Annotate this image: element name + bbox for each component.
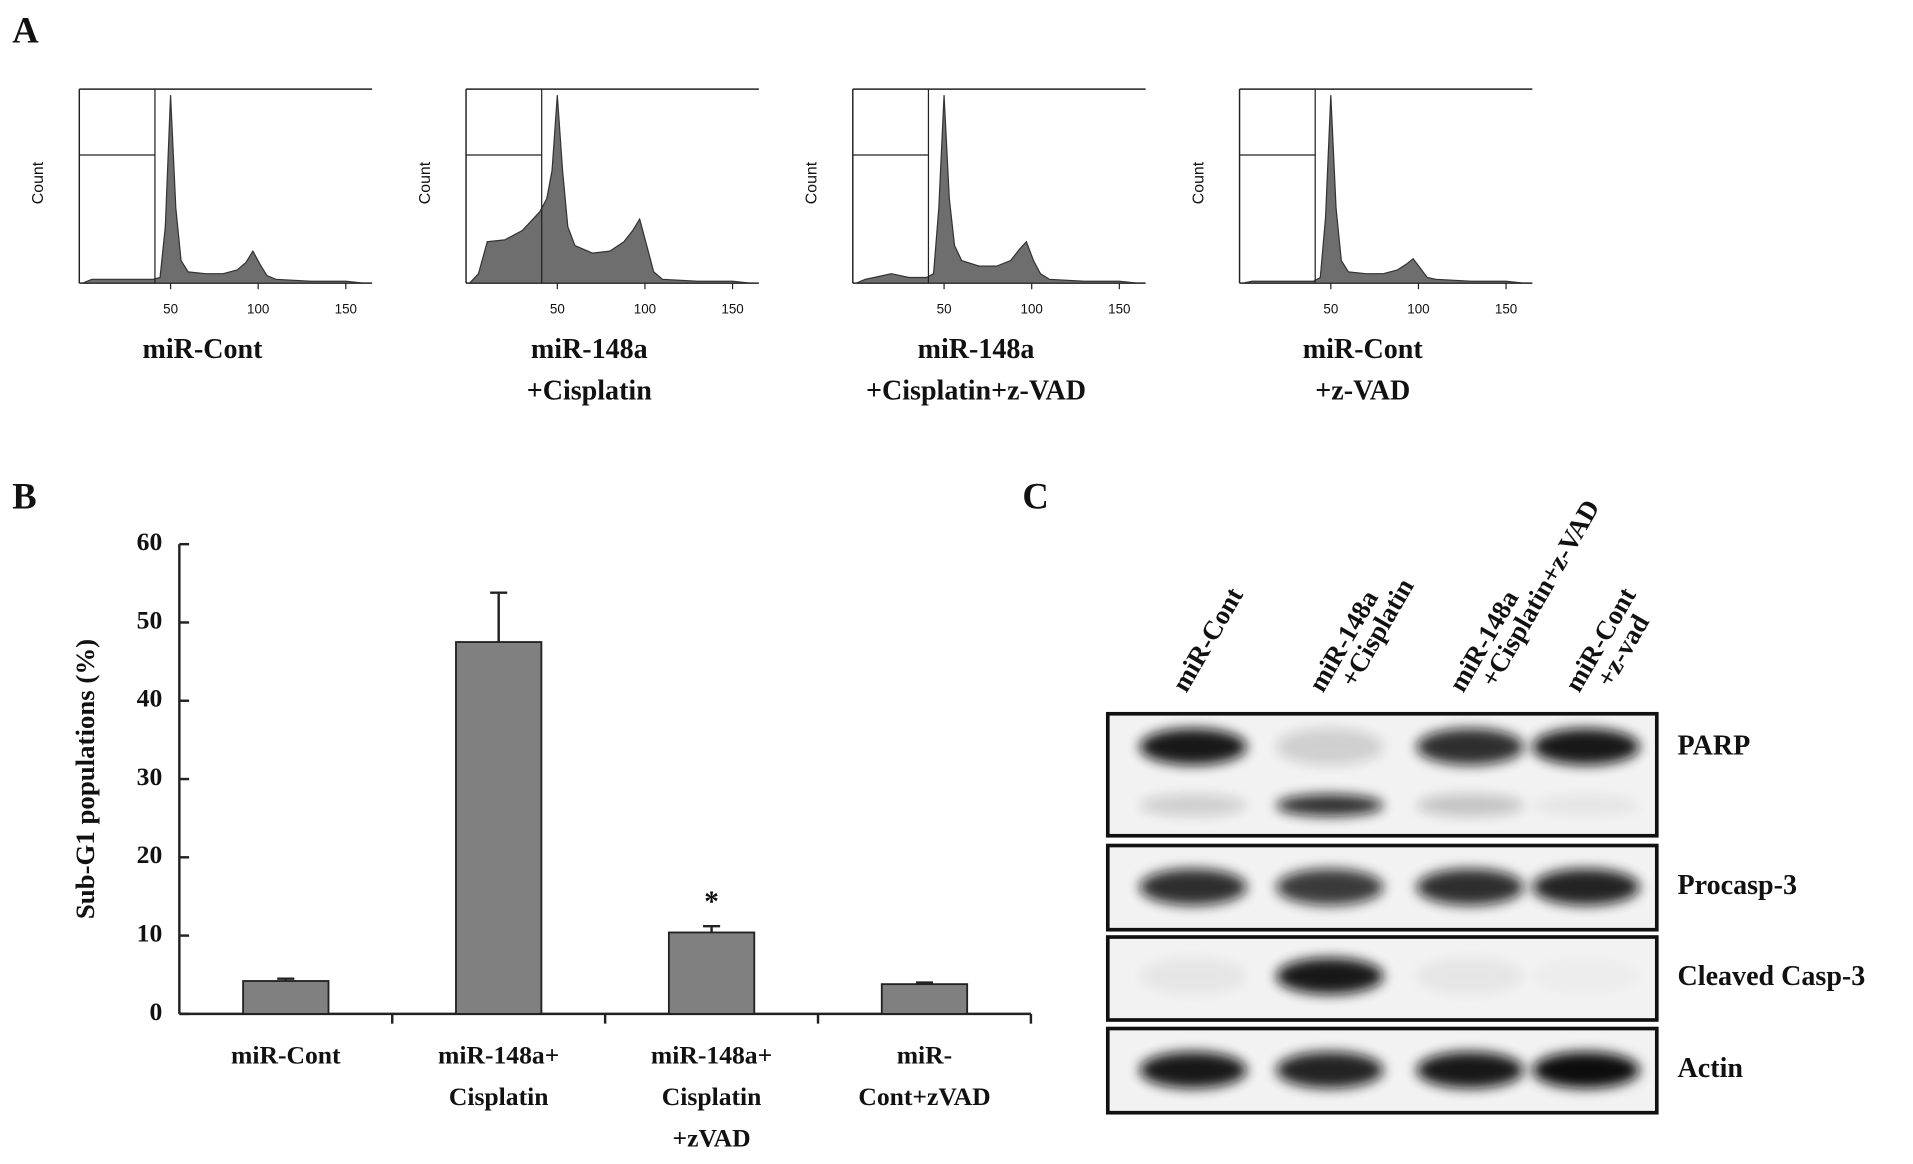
- histogram-area: [82, 95, 364, 284]
- band: [1139, 794, 1247, 817]
- x-tick-label: miR-: [897, 1041, 952, 1070]
- error-bar: [277, 977, 295, 982]
- y-tick-label: 0: [149, 997, 162, 1026]
- y-axis-label: Count: [417, 161, 434, 204]
- band: [1139, 728, 1247, 766]
- band: [1276, 794, 1384, 817]
- x-tick-label: 100: [1021, 301, 1043, 316]
- band: [1532, 1051, 1640, 1089]
- band: [1416, 1051, 1524, 1089]
- y-tick-label: 10: [137, 918, 163, 947]
- band: [1416, 728, 1524, 766]
- error-bar: [490, 591, 508, 643]
- bar: [880, 983, 969, 1015]
- y-tick-label: 20: [137, 840, 163, 869]
- band: [1416, 868, 1524, 906]
- band: [1416, 794, 1524, 817]
- y-tick-label: 50: [137, 605, 163, 634]
- x-tick-label: 150: [335, 301, 357, 316]
- caption: +Cisplatin+z-VAD: [866, 375, 1086, 406]
- x-tick-label: miR-148a+: [651, 1041, 772, 1070]
- lane-label: miR-Cont: [1166, 582, 1249, 696]
- y-tick-label: 60: [137, 527, 163, 556]
- y-axis-label: Count: [30, 161, 47, 204]
- x-tick-label: miR-Cont: [231, 1041, 341, 1070]
- x-tick-label: 150: [721, 301, 743, 316]
- row-label: Cleaved Casp-3: [1678, 961, 1866, 992]
- x-tick-label: 150: [1495, 301, 1517, 316]
- bar: [242, 980, 330, 1015]
- x-tick-label: 150: [1108, 301, 1130, 316]
- band: [1276, 868, 1384, 906]
- bar: [455, 641, 543, 1015]
- band: [1139, 957, 1247, 995]
- band: [1532, 868, 1640, 906]
- y-axis-label: Count: [1190, 161, 1207, 204]
- y-axis-label: Sub-G1 populations (%): [70, 639, 100, 919]
- histogram-area: [468, 95, 751, 284]
- bar: [667, 931, 756, 1015]
- panel-label: A: [12, 10, 39, 51]
- histogram-area: [1243, 95, 1524, 284]
- x-tick-label: 50: [550, 301, 565, 316]
- row-label: Actin: [1678, 1053, 1744, 1084]
- y-tick-label: 30: [137, 762, 163, 791]
- histogram-area: [856, 95, 1137, 284]
- caption: miR-148a: [531, 334, 648, 365]
- x-tick-label: miR-148a+: [438, 1041, 559, 1070]
- error-bar: [703, 924, 721, 933]
- x-tick-label: +zVAD: [673, 1124, 751, 1153]
- panel-label: C: [1022, 476, 1048, 517]
- x-tick-label: 100: [1407, 301, 1429, 316]
- error-bar: [915, 981, 934, 985]
- row-label: PARP: [1678, 730, 1751, 761]
- x-tick-label: Cisplatin: [662, 1082, 762, 1111]
- x-tick-label: 50: [937, 301, 952, 316]
- band: [1276, 957, 1384, 995]
- band: [1276, 728, 1384, 766]
- y-axis-label: Count: [804, 161, 821, 204]
- band: [1139, 868, 1247, 906]
- x-tick-label: Cisplatin: [449, 1082, 549, 1111]
- caption: +z-VAD: [1315, 375, 1410, 406]
- x-tick-label: Cont+zVAD: [858, 1082, 990, 1111]
- caption: miR-Cont: [1303, 334, 1424, 365]
- x-tick-label: 100: [634, 301, 656, 316]
- band: [1416, 957, 1524, 995]
- caption: +Cisplatin: [527, 375, 652, 406]
- band: [1139, 1051, 1247, 1089]
- caption: miR-Cont: [143, 334, 264, 365]
- x-tick-label: 100: [247, 301, 269, 316]
- panel-label: B: [12, 476, 36, 517]
- annotation: *: [704, 886, 719, 918]
- band: [1532, 958, 1639, 995]
- caption: miR-148a: [918, 334, 1035, 365]
- band: [1532, 728, 1640, 766]
- band: [1276, 1051, 1384, 1089]
- x-tick-label: 50: [1323, 301, 1338, 316]
- x-tick-label: 50: [163, 301, 178, 316]
- y-tick-label: 40: [137, 684, 163, 713]
- row-label: Procasp-3: [1678, 870, 1797, 901]
- band: [1532, 794, 1640, 817]
